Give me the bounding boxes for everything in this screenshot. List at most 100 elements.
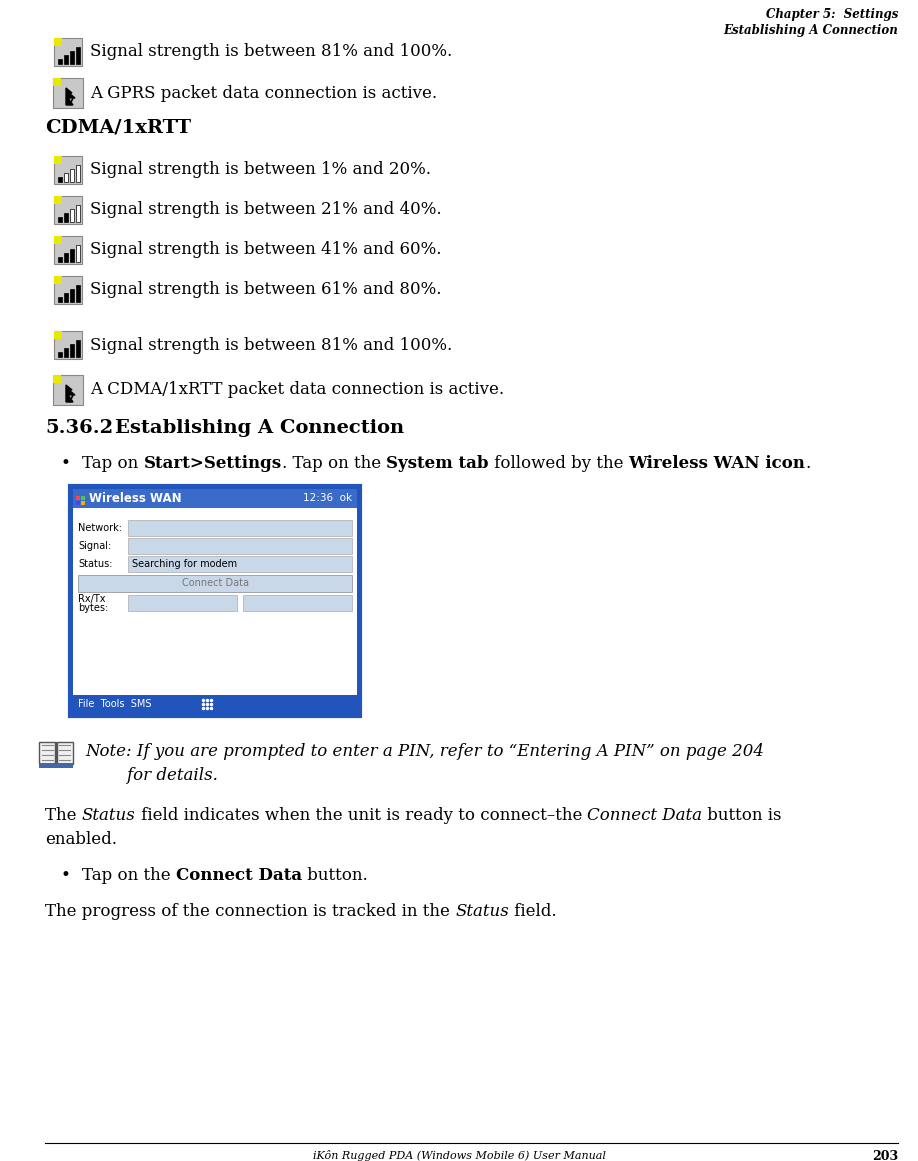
Bar xyxy=(76,496,80,500)
Bar xyxy=(54,38,82,66)
Text: CDMA/1xRTT: CDMA/1xRTT xyxy=(45,118,191,137)
Bar xyxy=(73,489,357,713)
Text: 12:36  ok: 12:36 ok xyxy=(303,493,352,503)
Text: iKôn Rugged PDA (Windows Mobile 6) User Manual: iKôn Rugged PDA (Windows Mobile 6) User … xyxy=(312,1151,606,1161)
Bar xyxy=(76,46,80,64)
Bar xyxy=(81,502,85,505)
Text: Signal strength is between 1% and 20%.: Signal strength is between 1% and 20%. xyxy=(90,161,431,179)
Text: Note: If you are prompted to enter a PIN, refer to “Entering A PIN” on page 204: Note: If you are prompted to enter a PIN… xyxy=(85,743,764,760)
Bar xyxy=(39,763,73,767)
Text: Chapter 5:  Settings: Chapter 5: Settings xyxy=(766,8,898,21)
Text: 203: 203 xyxy=(872,1151,898,1161)
Text: The progress of the connection is tracked in the: The progress of the connection is tracke… xyxy=(45,903,455,921)
Bar xyxy=(54,156,82,183)
Bar xyxy=(63,212,68,222)
Bar xyxy=(128,594,237,611)
Bar xyxy=(76,245,80,262)
Text: .: . xyxy=(805,455,811,473)
Text: Wireless WAN icon: Wireless WAN icon xyxy=(628,455,805,473)
Text: Start>Settings: Start>Settings xyxy=(143,455,282,473)
Bar xyxy=(76,502,80,505)
Bar xyxy=(63,348,68,356)
Bar xyxy=(54,331,82,359)
Text: Network:: Network: xyxy=(78,522,122,533)
Bar xyxy=(54,276,62,284)
Bar xyxy=(63,55,68,64)
Text: field.: field. xyxy=(509,903,556,921)
Bar xyxy=(54,236,62,244)
Text: File  Tools  SMS: File Tools SMS xyxy=(78,699,151,709)
Polygon shape xyxy=(66,88,75,104)
Text: Rx/Tx: Rx/Tx xyxy=(78,594,106,604)
Bar xyxy=(70,209,74,222)
Text: •: • xyxy=(60,455,70,473)
Text: •: • xyxy=(60,867,70,885)
Text: Establishing A Connection: Establishing A Connection xyxy=(115,419,404,437)
Bar xyxy=(63,293,68,302)
Bar xyxy=(53,78,83,108)
Bar xyxy=(243,594,352,611)
Text: Signal:: Signal: xyxy=(78,541,111,551)
Text: 5.36.2: 5.36.2 xyxy=(45,419,113,437)
Bar xyxy=(54,331,62,339)
Bar xyxy=(58,59,62,64)
Text: Signal strength is between 81% and 100%.: Signal strength is between 81% and 100%. xyxy=(90,43,453,60)
Text: for details.: for details. xyxy=(85,766,218,784)
Text: followed by the: followed by the xyxy=(488,455,628,473)
Text: Signal strength is between 81% and 100%.: Signal strength is between 81% and 100%. xyxy=(90,337,453,353)
Bar xyxy=(70,486,360,716)
Text: Signal strength is between 61% and 80%.: Signal strength is between 61% and 80%. xyxy=(90,281,442,298)
Bar xyxy=(39,742,55,764)
Text: A GPRS packet data connection is active.: A GPRS packet data connection is active. xyxy=(90,85,437,101)
Bar xyxy=(54,196,82,224)
Bar xyxy=(76,340,80,356)
Bar xyxy=(58,352,62,356)
Text: Tap on: Tap on xyxy=(82,455,143,473)
Bar xyxy=(70,344,74,356)
Text: The: The xyxy=(45,808,82,824)
Bar xyxy=(70,289,74,302)
Text: . Tap on the: . Tap on the xyxy=(282,455,386,473)
Bar xyxy=(70,51,74,64)
Text: Status: Status xyxy=(455,903,509,921)
Bar xyxy=(54,38,62,46)
Polygon shape xyxy=(66,385,75,402)
Text: Signal strength is between 41% and 60%.: Signal strength is between 41% and 60%. xyxy=(90,241,442,259)
Text: Connect Data: Connect Data xyxy=(182,578,249,587)
Text: A CDMA/1xRTT packet data connection is active.: A CDMA/1xRTT packet data connection is a… xyxy=(90,382,504,398)
Bar xyxy=(54,196,62,204)
Text: Status:: Status: xyxy=(78,558,113,569)
Text: Connect Data: Connect Data xyxy=(176,867,302,885)
Bar xyxy=(53,375,61,383)
Bar xyxy=(73,695,357,713)
Bar xyxy=(128,538,352,554)
Bar xyxy=(58,217,62,222)
Bar xyxy=(76,165,80,182)
Text: System tab: System tab xyxy=(386,455,488,473)
Bar xyxy=(63,173,68,182)
Text: Wireless WAN: Wireless WAN xyxy=(89,491,182,505)
Bar xyxy=(128,556,352,572)
Text: bytes:: bytes: xyxy=(78,603,108,613)
Bar xyxy=(54,276,82,304)
Bar xyxy=(76,205,80,222)
Text: button.: button. xyxy=(302,867,368,885)
Bar xyxy=(54,236,82,264)
Bar xyxy=(54,156,62,164)
Text: Establishing A Connection: Establishing A Connection xyxy=(723,24,898,37)
Bar xyxy=(53,375,83,405)
Bar xyxy=(76,284,80,302)
Bar xyxy=(81,496,85,500)
Bar xyxy=(70,170,74,182)
Text: Connect Data: Connect Data xyxy=(588,808,702,824)
Bar xyxy=(57,742,73,764)
Bar xyxy=(58,176,62,182)
Text: Signal strength is between 21% and 40%.: Signal strength is between 21% and 40%. xyxy=(90,202,442,218)
Bar xyxy=(70,248,74,262)
Bar xyxy=(78,575,352,592)
Text: button is: button is xyxy=(702,808,781,824)
Text: Status: Status xyxy=(82,808,136,824)
Bar xyxy=(58,297,62,302)
Text: Tap on the: Tap on the xyxy=(82,867,176,885)
Bar xyxy=(128,520,352,536)
